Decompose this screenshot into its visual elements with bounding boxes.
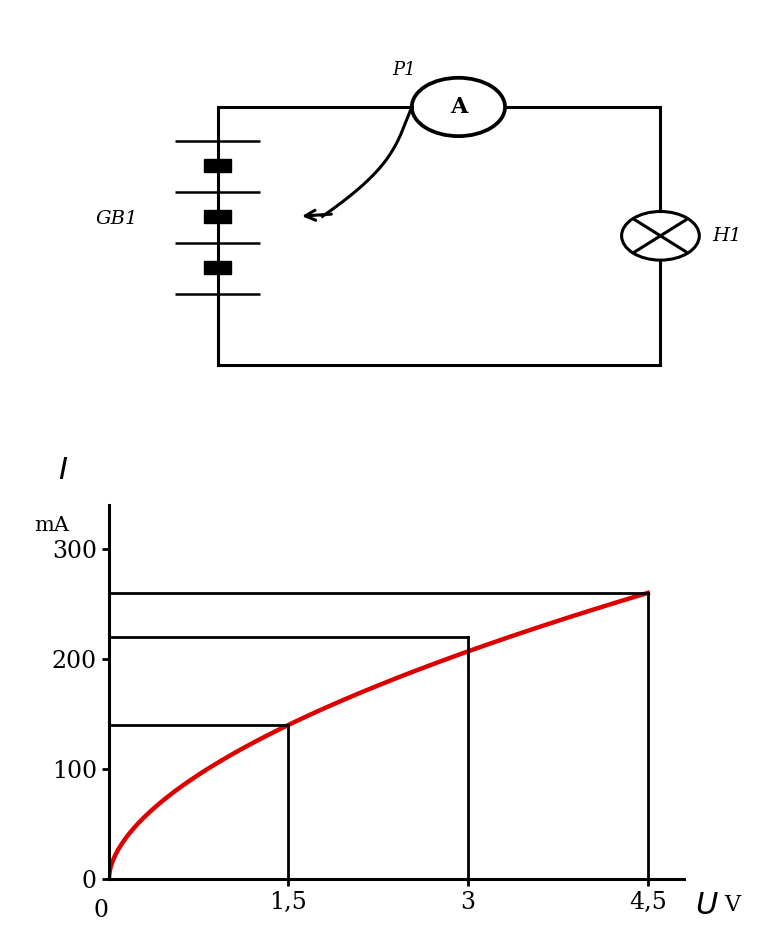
Text: $I$: $I$: [57, 455, 68, 486]
Bar: [204, 209, 232, 223]
Text: P1: P1: [392, 62, 416, 79]
Text: mA: mA: [33, 516, 69, 535]
Text: V: V: [724, 894, 740, 916]
Bar: [204, 159, 232, 172]
Text: A: A: [450, 96, 467, 118]
Text: 0: 0: [94, 899, 109, 923]
Text: GB1: GB1: [96, 209, 138, 228]
Bar: [204, 261, 232, 274]
Text: H1: H1: [712, 227, 741, 245]
Text: $U$: $U$: [695, 889, 719, 921]
